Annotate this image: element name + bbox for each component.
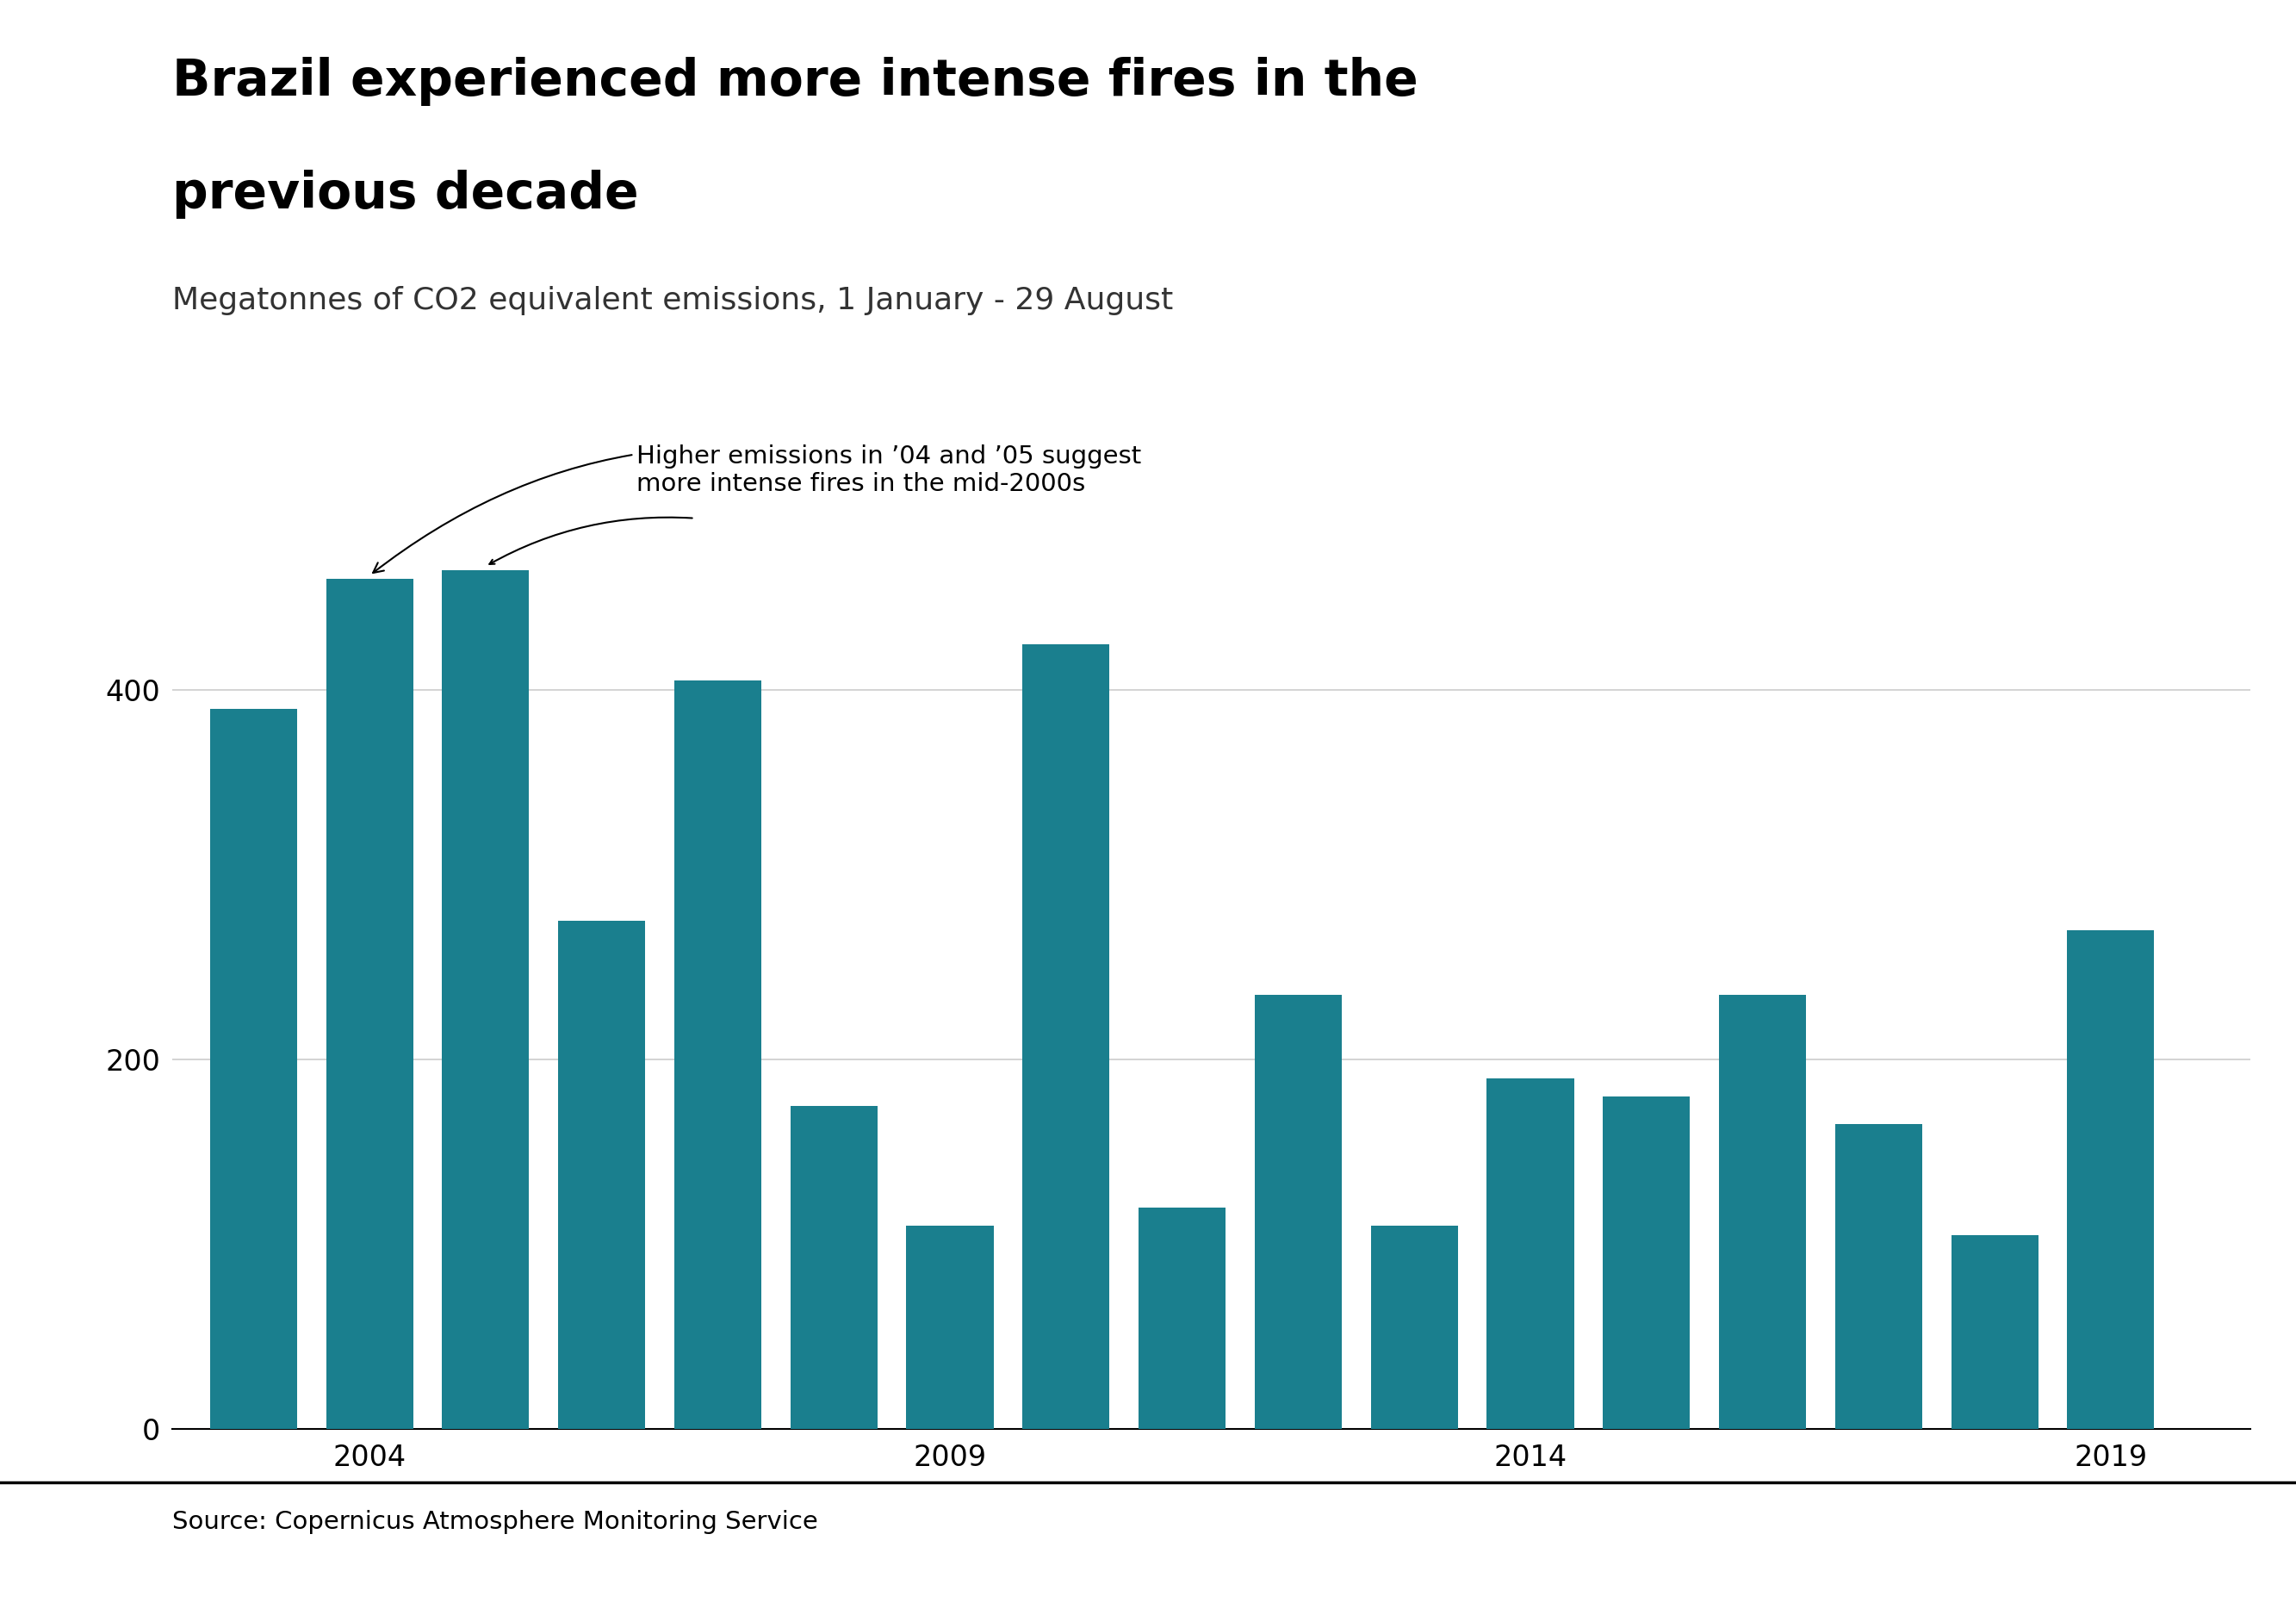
Bar	[558, 921, 645, 1429]
Bar	[1139, 1208, 1226, 1429]
Bar	[1022, 644, 1109, 1429]
Bar	[1603, 1097, 1690, 1429]
Text: Brazil experienced more intense fires in the: Brazil experienced more intense fires in…	[172, 57, 1419, 105]
Bar	[1952, 1235, 2039, 1429]
Bar	[326, 580, 413, 1429]
Bar	[907, 1226, 994, 1429]
Bar	[675, 682, 762, 1429]
Bar	[209, 709, 296, 1429]
Bar	[443, 570, 528, 1429]
Text: Higher emissions in ’04 and ’05 suggest
more intense fires in the mid-2000s: Higher emissions in ’04 and ’05 suggest …	[372, 444, 1141, 573]
Text: Source: Copernicus Atmosphere Monitoring Service: Source: Copernicus Atmosphere Monitoring…	[172, 1510, 817, 1534]
Bar	[2066, 930, 2154, 1429]
Text: Megatonnes of CO2 equivalent emissions, 1 January - 29 August: Megatonnes of CO2 equivalent emissions, …	[172, 286, 1173, 315]
Bar	[1254, 995, 1341, 1429]
Bar	[1371, 1226, 1458, 1429]
Text: BBC: BBC	[2119, 1531, 2186, 1562]
Bar	[1720, 995, 1807, 1429]
Bar	[790, 1106, 877, 1429]
Text: previous decade: previous decade	[172, 170, 638, 218]
Bar	[1835, 1124, 1922, 1429]
Bar	[1488, 1079, 1573, 1429]
